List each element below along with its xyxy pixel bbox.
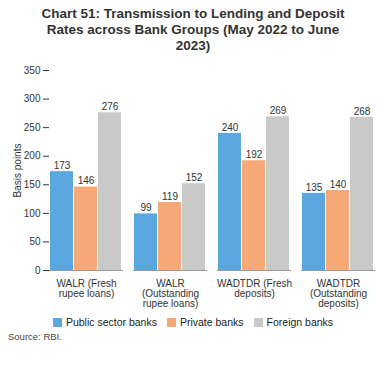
- svg-text:50: 50: [29, 236, 41, 247]
- svg-text:300: 300: [24, 93, 41, 104]
- svg-text:146: 146: [78, 175, 95, 186]
- html-text:Public sector banks: Public sector banks: [65, 316, 157, 328]
- svg-text:140: 140: [330, 179, 347, 190]
- svg-text:99: 99: [140, 202, 152, 213]
- html-text:Foreign banks: Foreign banks: [266, 316, 334, 328]
- svg-text:WADTDR (Freshdeposits): WADTDR (Freshdeposits): [217, 278, 292, 299]
- svg-text:200: 200: [24, 150, 41, 161]
- svg-text:152: 152: [186, 172, 203, 183]
- svg-text:269: 269: [270, 105, 287, 116]
- svg-text:0: 0: [35, 265, 41, 276]
- svg-text:276: 276: [102, 101, 119, 112]
- svg-text:135: 135: [306, 182, 323, 193]
- svg-text:268: 268: [354, 106, 371, 117]
- html-text:Source: RBI.: Source: RBI.: [8, 331, 62, 342]
- svg-text:Basis points: Basis points: [12, 144, 23, 198]
- svg-text:350: 350: [24, 65, 41, 76]
- svg-text:WALR (Freshrupee loans): WALR (Freshrupee loans): [56, 278, 116, 299]
- svg-text:100: 100: [24, 208, 41, 219]
- svg-text:119: 119: [162, 191, 178, 202]
- svg-text:173: 173: [54, 160, 71, 171]
- svg-text:WALR(Outstandingrupee loans): WALR(Outstandingrupee loans): [142, 278, 199, 309]
- html-text:Private banks: Private banks: [179, 316, 244, 328]
- svg-text:250: 250: [24, 122, 41, 133]
- html-text:Chart 51: Transmission to Lend: Chart 51: Transmission to Lending and De…: [41, 6, 345, 53]
- svg-text:192: 192: [246, 149, 263, 160]
- svg-text:150: 150: [24, 179, 41, 190]
- svg-text:WADTDR(Outstandingdeposits): WADTDR(Outstandingdeposits): [310, 278, 367, 309]
- svg-text:240: 240: [222, 122, 239, 133]
